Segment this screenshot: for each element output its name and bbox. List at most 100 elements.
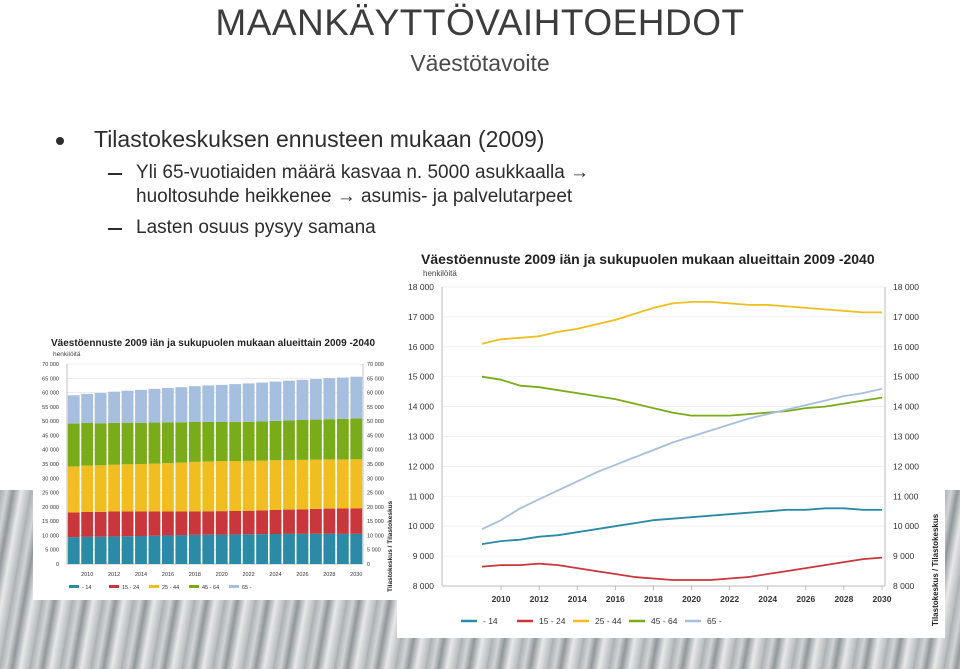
bar-segment — [283, 420, 295, 460]
bar-ytick-label-right: 20 000 — [367, 505, 384, 511]
line-xtick-label: 2028 — [834, 594, 853, 604]
bar-segment — [175, 462, 188, 512]
bar-segment — [242, 534, 255, 564]
bar-segment — [81, 536, 94, 564]
bar-segment — [188, 511, 201, 535]
bar-ytick-label-right: 65 000 — [367, 376, 384, 382]
bar-segment — [135, 511, 147, 536]
bar-ytick-label-left: 10 000 — [42, 533, 59, 539]
bar-xtick-label: 2010 — [81, 572, 93, 578]
line-xtick-label: 2014 — [568, 594, 587, 604]
bar-ytick-label-right: 30 000 — [367, 476, 384, 482]
slide-subtitle: Väestötavoite — [410, 50, 550, 76]
bar-segment — [323, 533, 336, 564]
line-ytick-label-right: 14 000 — [893, 402, 919, 412]
bar-ytick-label-left: 20 000 — [42, 505, 59, 511]
bar-segment — [67, 537, 80, 564]
bar-segment — [309, 459, 322, 509]
bar-segment — [148, 388, 161, 423]
bar-ytick-label-left: 65 000 — [42, 376, 59, 382]
bar-segment — [242, 460, 255, 511]
bar-segment — [175, 387, 188, 423]
bar-segment — [336, 508, 349, 534]
bar-segment — [350, 376, 363, 419]
bar-segment — [81, 512, 94, 537]
bar-segment — [229, 461, 242, 511]
bar-segment — [161, 511, 174, 536]
line-ytick-label-right: 17 000 — [893, 312, 919, 322]
line-chart-panel: Väestöennuste 2009 iän ja sukupuolen muk… — [397, 244, 945, 638]
bar-legend-swatch — [109, 585, 119, 588]
bar-segment — [108, 391, 121, 423]
bar-segment — [148, 463, 161, 512]
bar-segment — [148, 535, 161, 564]
bar-segment — [188, 422, 201, 462]
bar-segment — [188, 386, 201, 422]
bar-segment — [269, 460, 282, 510]
bar-segment — [323, 378, 336, 420]
bar-segment — [283, 380, 295, 421]
dash-icon — [108, 228, 122, 230]
bar-segment — [296, 379, 309, 420]
bar-ytick-label-left: 60 000 — [42, 391, 59, 397]
line-ytick-label-left: 12 000 — [408, 461, 434, 471]
bar-segment — [323, 419, 336, 460]
bar-ytick-label-right: 45 000 — [367, 433, 384, 439]
bar-segment — [161, 388, 174, 423]
line-ytick-label-left: 18 000 — [408, 282, 434, 292]
line-xtick-label: 2016 — [606, 594, 625, 604]
bar-ytick-label-left: 25 000 — [42, 491, 59, 497]
line-xtick-label: 2010 — [492, 594, 511, 604]
bar-segment — [256, 460, 269, 511]
line-ytick-label-left: 13 000 — [408, 432, 434, 442]
bar-xtick-label: 2014 — [135, 572, 147, 578]
bar-xtick-label: 2012 — [108, 572, 120, 578]
line-series-2 — [481, 301, 882, 345]
line-ytick-label-right: 18 000 — [893, 282, 919, 292]
bar-segment — [336, 418, 349, 460]
bar-segment — [296, 420, 309, 460]
bar-segment — [350, 459, 363, 509]
bar-xtick-label: 2024 — [269, 572, 281, 578]
bar-xtick-label: 2028 — [323, 572, 335, 578]
bar-ytick-label-right: 70 000 — [367, 362, 384, 368]
bar-chart-ylabel: henkilöitä — [53, 351, 81, 358]
bar-legend-label: 65 - — [242, 585, 252, 591]
bar-xtick-label: 2026 — [296, 572, 308, 578]
bar-segment — [202, 385, 215, 422]
bar-segment — [81, 423, 94, 466]
bar-segment — [336, 459, 349, 509]
bar-ytick-label-right: 60 000 — [367, 391, 384, 397]
line-xtick-label: 2022 — [720, 594, 739, 604]
bar-segment — [215, 461, 228, 512]
bar-legend-swatch — [229, 585, 239, 588]
bar-chart-source: Tilastokeskus / Tilastokeskus — [387, 500, 394, 592]
sub-bullet-continuation: huoltosuhde heikkenee → asumis- ja palve… — [136, 186, 573, 207]
line-ytick-label-left: 14 000 — [408, 402, 434, 412]
bar-ytick-label-right: 5 000 — [367, 548, 381, 554]
dash-icon — [108, 173, 122, 175]
bar-segment — [296, 509, 309, 534]
bar-ytick-label-right: 40 000 — [367, 448, 384, 454]
line-legend-label: 25 - 44 — [595, 616, 622, 626]
bar-segment — [202, 534, 215, 564]
bar-segment — [283, 509, 295, 534]
bar-segment — [229, 384, 242, 422]
bullet-text: Tilastokeskuksen ennusteen mukaan (2009) — [94, 126, 545, 152]
bar-ytick-label-left: 45 000 — [42, 433, 59, 439]
bar-segment — [283, 533, 295, 564]
bar-segment — [121, 422, 134, 465]
line-ytick-label-left: 15 000 — [408, 372, 434, 382]
bar-segment — [121, 536, 134, 564]
line-ytick-label-right: 10 000 — [893, 521, 919, 531]
bar-segment — [323, 508, 336, 534]
bar-segment — [121, 511, 134, 537]
bar-xtick-label: 2020 — [216, 572, 228, 578]
bar-xtick-label: 2022 — [243, 572, 255, 578]
bar-ytick-label-left: 30 000 — [42, 476, 59, 482]
bar-segment — [256, 382, 269, 422]
bar-segment — [283, 460, 295, 510]
bar-segment — [350, 418, 363, 460]
bar-segment — [269, 381, 282, 421]
bar-segment — [215, 534, 228, 564]
